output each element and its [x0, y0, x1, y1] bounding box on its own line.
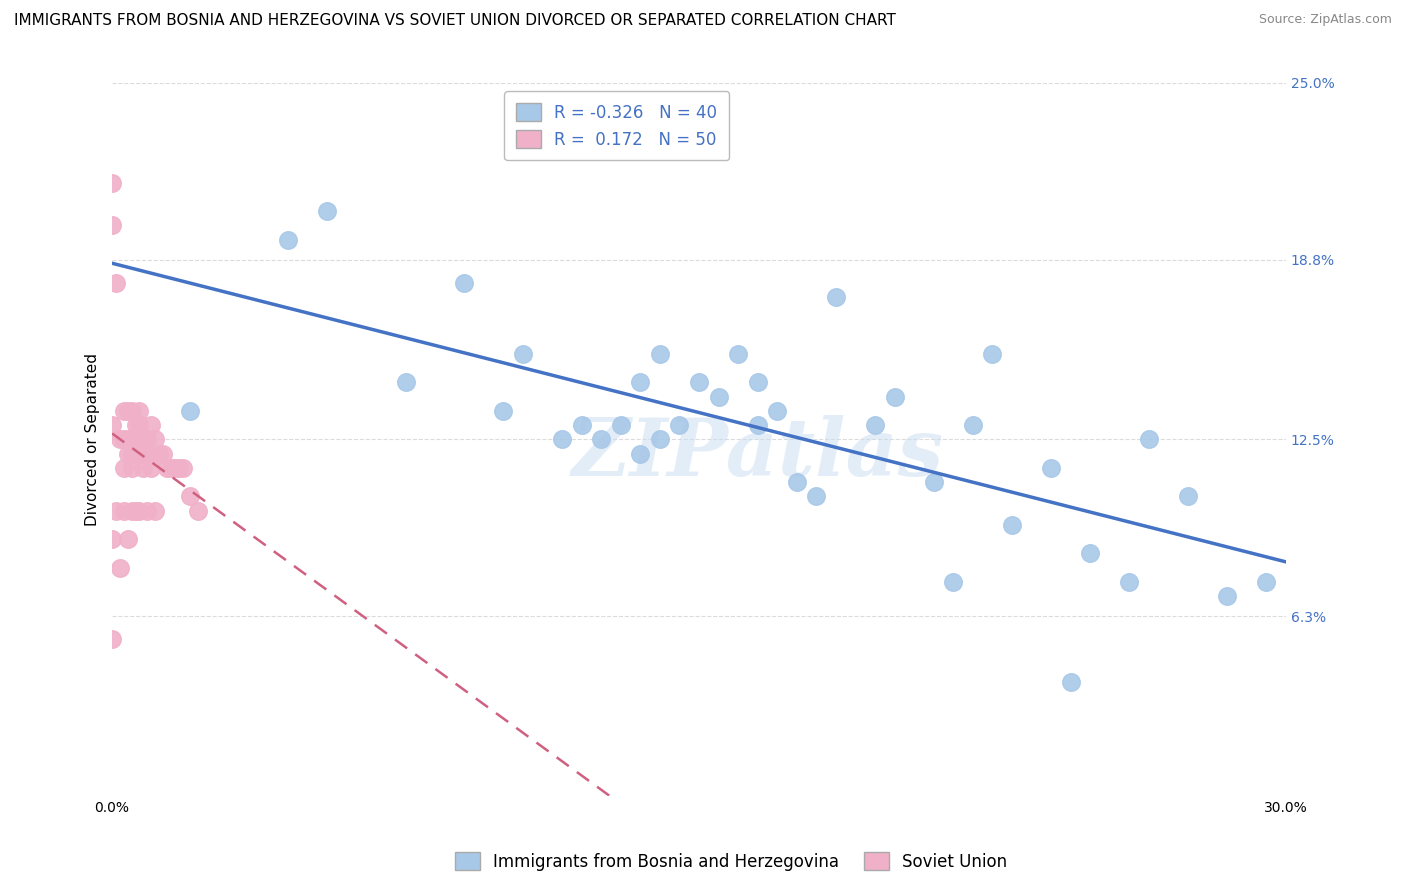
Y-axis label: Divorced or Separated: Divorced or Separated: [86, 353, 100, 525]
Point: [551, 433, 574, 447]
Point: [128, 404, 150, 418]
Point: [117, 433, 139, 447]
Point: [492, 404, 515, 418]
Point: [1078, 546, 1101, 560]
Point: [628, 446, 651, 460]
Point: [156, 460, 179, 475]
Point: [112, 460, 135, 475]
Point: [124, 446, 146, 460]
Point: [942, 574, 965, 589]
Point: [1256, 574, 1278, 589]
Point: [128, 446, 150, 460]
Point: [124, 433, 146, 447]
Point: [394, 376, 416, 390]
Point: [136, 503, 159, 517]
Point: [1118, 574, 1140, 589]
Point: [727, 347, 749, 361]
Point: [648, 433, 671, 447]
Text: Source: ZipAtlas.com: Source: ZipAtlas.com: [1258, 13, 1392, 27]
Point: [121, 404, 143, 418]
Point: [121, 446, 143, 460]
Point: [136, 433, 159, 447]
Point: [163, 460, 186, 475]
Point: [105, 276, 128, 290]
Point: [124, 503, 146, 517]
Point: [688, 376, 710, 390]
Point: [128, 418, 150, 433]
Point: [179, 489, 201, 503]
Point: [112, 404, 135, 418]
Point: [707, 390, 730, 404]
Point: [141, 418, 163, 433]
Point: [316, 204, 339, 219]
Point: [1001, 517, 1024, 532]
Point: [121, 433, 143, 447]
Point: [152, 446, 174, 460]
Point: [883, 390, 905, 404]
Point: [747, 418, 769, 433]
Point: [571, 418, 593, 433]
Point: [766, 404, 789, 418]
Point: [121, 503, 143, 517]
Point: [117, 404, 139, 418]
Point: [172, 460, 194, 475]
Point: [591, 433, 613, 447]
Point: [105, 503, 128, 517]
Point: [863, 418, 886, 433]
Point: [101, 632, 124, 646]
Point: [143, 503, 166, 517]
Point: [981, 347, 1004, 361]
Point: [128, 433, 150, 447]
Point: [108, 560, 131, 574]
Point: [1040, 460, 1063, 475]
Point: [453, 276, 475, 290]
Point: [108, 433, 131, 447]
Point: [132, 446, 155, 460]
Point: [922, 475, 945, 489]
Point: [159, 460, 181, 475]
Point: [148, 446, 170, 460]
Text: IMMIGRANTS FROM BOSNIA AND HERZEGOVINA VS SOVIET UNION DIVORCED OR SEPARATED COR: IMMIGRANTS FROM BOSNIA AND HERZEGOVINA V…: [14, 13, 896, 29]
Point: [962, 418, 984, 433]
Point: [143, 433, 166, 447]
Point: [136, 446, 159, 460]
Point: [512, 347, 534, 361]
Point: [112, 433, 135, 447]
Point: [167, 460, 190, 475]
Point: [806, 489, 828, 503]
Point: [117, 446, 139, 460]
Point: [1137, 433, 1160, 447]
Point: [112, 503, 135, 517]
Point: [141, 460, 163, 475]
Point: [101, 532, 124, 546]
Point: [277, 233, 299, 247]
Point: [825, 290, 848, 304]
Point: [128, 503, 150, 517]
Point: [117, 532, 139, 546]
Point: [1059, 674, 1081, 689]
Legend: Immigrants from Bosnia and Herzegovina, Soviet Union: Immigrants from Bosnia and Herzegovina, …: [446, 844, 1017, 880]
Text: ZIPatlas: ZIPatlas: [572, 415, 943, 492]
Point: [1177, 489, 1199, 503]
Point: [187, 503, 209, 517]
Point: [132, 460, 155, 475]
Point: [628, 376, 651, 390]
Point: [101, 219, 124, 233]
Point: [648, 347, 671, 361]
Point: [786, 475, 808, 489]
Point: [121, 460, 143, 475]
Point: [124, 418, 146, 433]
Point: [101, 176, 124, 190]
Point: [1216, 589, 1239, 603]
Point: [668, 418, 690, 433]
Point: [609, 418, 631, 433]
Point: [747, 376, 769, 390]
Legend: R = -0.326   N = 40, R =  0.172   N = 50: R = -0.326 N = 40, R = 0.172 N = 50: [505, 91, 730, 161]
Point: [179, 404, 201, 418]
Point: [101, 418, 124, 433]
Point: [132, 433, 155, 447]
